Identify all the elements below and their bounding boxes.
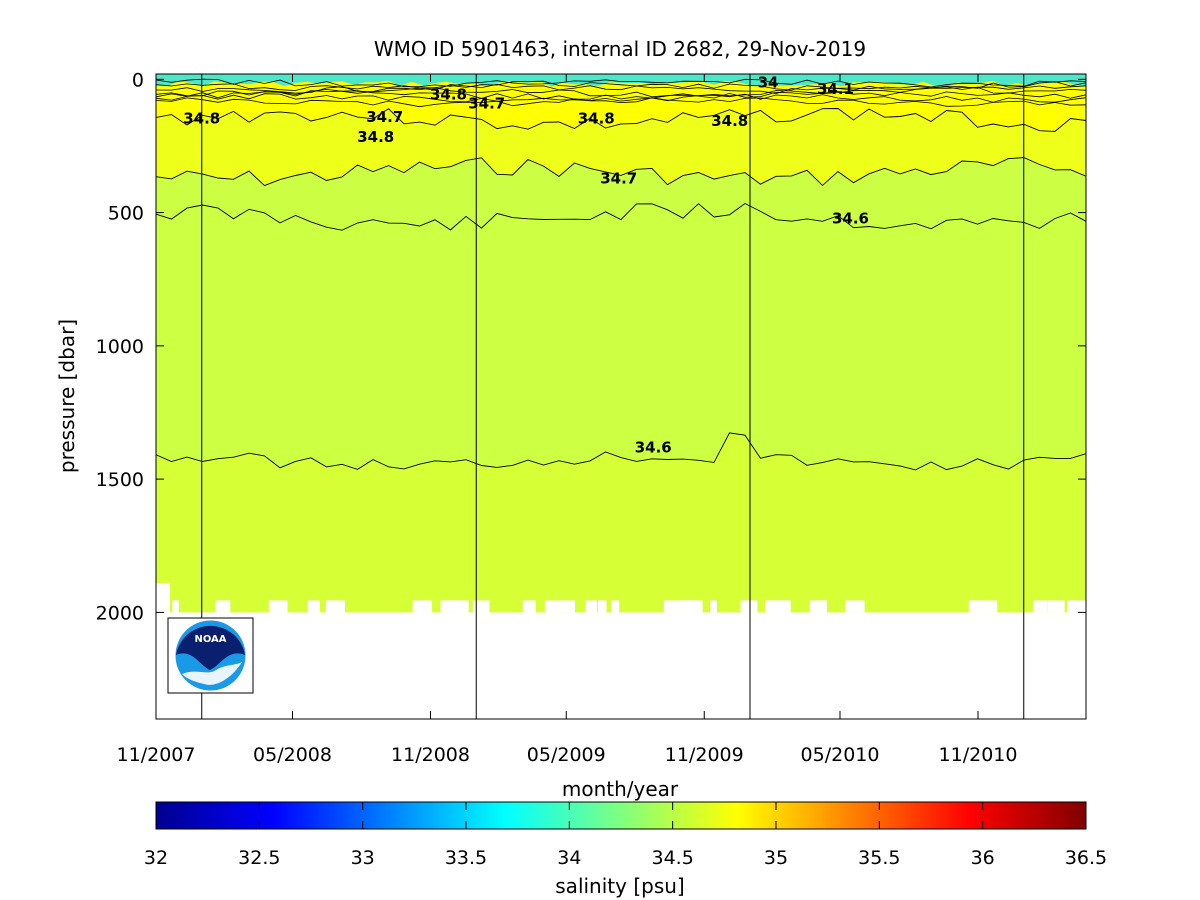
- bottom-gap: [172, 600, 179, 613]
- contour-label: 34.8: [711, 112, 748, 130]
- bottom-gap: [585, 600, 598, 613]
- y-tick-label: 1500: [96, 469, 144, 491]
- colorbar-tick-label: 34.5: [652, 847, 694, 869]
- salinity-fill-layers: [156, 74, 1086, 613]
- fill-34-7-to-34-8: [156, 108, 1086, 186]
- chart-title: WMO ID 5901463, internal ID 2682, 29-Nov…: [374, 37, 866, 61]
- fill-34-6-layer: [156, 203, 1086, 470]
- x-tick-label: 11/2010: [939, 744, 1018, 766]
- left-gap: [156, 583, 170, 613]
- isohaline-contours: [156, 108, 1086, 471]
- x-tick-label: 05/2009: [527, 744, 606, 766]
- noaa-logo: NOAA: [167, 617, 254, 694]
- contour-34-6-lower: [156, 432, 1086, 471]
- x-tick-label: 11/2008: [391, 744, 470, 766]
- bottom-gap: [455, 600, 469, 613]
- bottom-gap: [979, 600, 998, 613]
- colorbar: [155, 801, 1087, 830]
- bottom-gap: [598, 600, 607, 613]
- colorbar-tick-label: 34: [557, 847, 581, 869]
- bottom-gap: [771, 600, 791, 613]
- y-tick-label: 2000: [96, 602, 144, 624]
- colorbar-tick-label: 33: [351, 847, 375, 869]
- contour-label: 34.8: [430, 85, 467, 103]
- bottom-gap: [472, 600, 490, 613]
- contour-34-6-upper: [156, 202, 1086, 231]
- bottom-gap: [522, 600, 536, 613]
- colorbar-label: salinity [psu]: [555, 874, 684, 898]
- fill-34-6-to-34-7: [156, 157, 1086, 231]
- contour-34-8: [156, 108, 1086, 132]
- surface-contour: [156, 86, 1086, 98]
- bottom-gap: [663, 600, 681, 613]
- bottom-gap: [223, 600, 231, 613]
- surface-contour: [156, 90, 1086, 100]
- colorbar-tick-label: 36: [971, 847, 995, 869]
- contour-label: 34: [758, 73, 779, 91]
- bottom-gap: [1079, 600, 1086, 613]
- plot-frame: [155, 73, 1087, 720]
- bottom-gap: [1033, 600, 1048, 613]
- colorbar-tick-label: 32.5: [238, 847, 280, 869]
- surface-contour: [156, 78, 1086, 88]
- contour-label: 34.7: [600, 169, 637, 187]
- y-axis-ticks: 0 500 1000 1500 2000: [96, 69, 1086, 624]
- bottom-gap: [325, 600, 334, 613]
- x-tick-label: 05/2008: [253, 744, 332, 766]
- bottom-gap: [268, 600, 288, 613]
- bottom-gap: [1047, 600, 1065, 613]
- bottom-gap: [412, 600, 433, 613]
- contour-label: 34.6: [832, 209, 869, 227]
- x-tick-label: 11/2009: [665, 744, 744, 766]
- colorbar-tick-label: 33.5: [445, 847, 487, 869]
- y-tick-label: 500: [108, 203, 144, 225]
- bottom-gap: [558, 600, 575, 613]
- y-tick-label: 1000: [96, 336, 144, 358]
- bottom-gap: [215, 600, 227, 613]
- contour-label: 34.7: [366, 108, 403, 126]
- bottom-gap: [1069, 600, 1083, 613]
- logo-text: NOAA: [194, 634, 226, 645]
- bottom-gap: [845, 600, 865, 613]
- bottom-gap: [685, 600, 703, 613]
- bottom-gap: [611, 600, 620, 613]
- bottom-gap: [332, 600, 346, 613]
- year-boundary-lines: [201, 74, 1025, 719]
- colorbar-tick-label: 35.5: [858, 847, 900, 869]
- y-axis-label: pressure [dbar]: [55, 319, 79, 473]
- contour-label: 34.8: [357, 128, 394, 146]
- contour-label: 34.6: [635, 438, 672, 456]
- colorbar-tick-label: 32: [144, 847, 168, 869]
- x-tick-label: 11/2007: [117, 744, 196, 766]
- bottom-gap: [307, 600, 320, 613]
- x-axis-ticks: 11/2007 05/2008 11/2008 05/2009 11/2009 05/20…: [117, 74, 1018, 766]
- surface-contour: [156, 93, 1086, 103]
- contour-label: 34.8: [183, 109, 220, 127]
- surface-layer: [156, 74, 1086, 108]
- contour-labels: 34.8 34.734.834.834.734.834.734.834.634.6…: [183, 73, 869, 456]
- bottom-gap: [710, 600, 717, 613]
- contour-label: 34.7: [468, 95, 505, 113]
- bottom-gap: [816, 600, 828, 613]
- contour-label: 34.1: [817, 80, 854, 98]
- bottom-gap: [440, 600, 456, 613]
- surface-contour: [156, 97, 1086, 108]
- x-tick-label: 05/2010: [801, 744, 880, 766]
- colorbar-ticks: 32 32.5 33 33.5 34 34.5 35 35.5 36 36.5: [144, 802, 1107, 869]
- x-axis-label: month/year: [562, 777, 679, 801]
- colorbar-tick-label: 36.5: [1065, 847, 1107, 869]
- y-tick-label: 0: [132, 69, 144, 91]
- bottom-gap: [544, 600, 562, 613]
- plot-area: 34.8 34.734.834.834.734.834.734.834.634.6…: [156, 73, 1086, 719]
- bottom-gap: [968, 600, 981, 613]
- contour-label: 34.8: [578, 109, 615, 127]
- colorbar-tick-label: 35: [764, 847, 788, 869]
- contour-34-7: [156, 157, 1086, 187]
- surface-fresh-water: [156, 74, 1086, 87]
